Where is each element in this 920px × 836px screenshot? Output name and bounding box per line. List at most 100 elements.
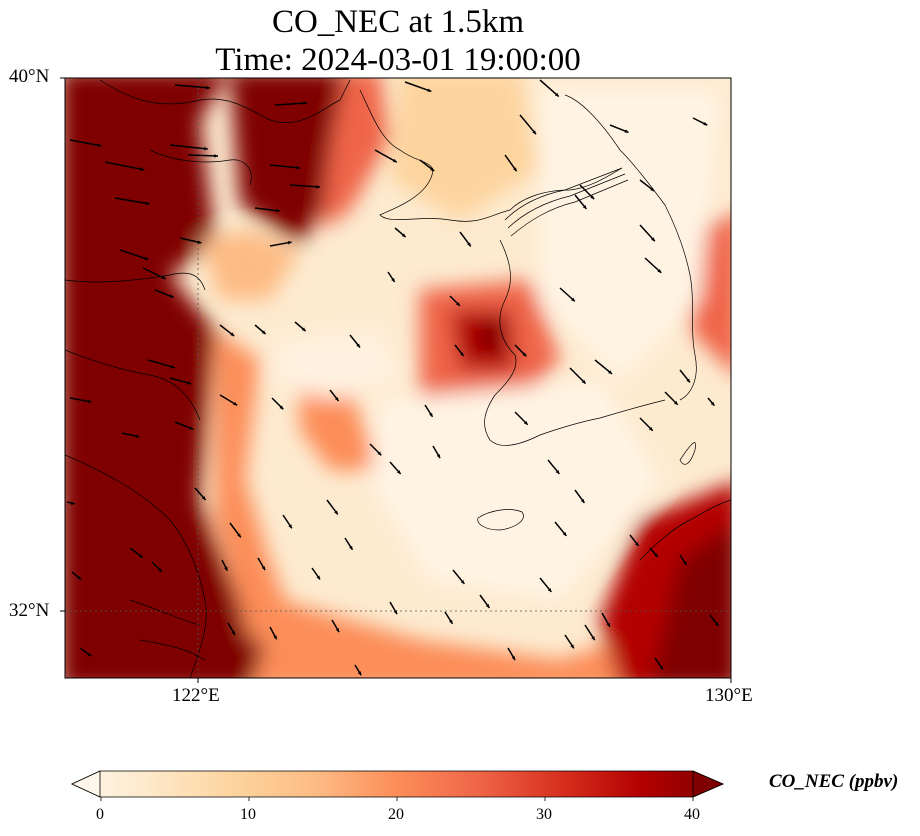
- wind-arrow: [254, 207, 280, 212]
- wind-arrow: [639, 224, 656, 242]
- wind-arrow: [289, 184, 320, 188]
- wind-arrow-head: [654, 553, 658, 558]
- wind-arrow-head: [140, 167, 145, 171]
- wind-arrow-head: [511, 656, 516, 661]
- wind-arrow-head: [287, 240, 292, 245]
- colorbar-bar: [71, 770, 725, 798]
- wind-arrow-head: [436, 454, 441, 459]
- wind-arrow: [69, 139, 102, 147]
- wind-arrow: [539, 79, 560, 98]
- colorbar-tick-0: 0: [96, 806, 104, 823]
- wind-arrow-head: [562, 532, 567, 536]
- wind-arrow-head: [430, 167, 435, 172]
- wind-arrow-head: [460, 580, 465, 584]
- wind-arrow-head: [651, 237, 655, 242]
- wind-arrow-head: [606, 622, 610, 627]
- wind-arrow-head: [189, 426, 194, 430]
- wind-arrow: [594, 359, 613, 375]
- wind-arrow-head: [77, 576, 82, 580]
- axis-ticks: [60, 77, 732, 683]
- wind-arrow-head: [523, 420, 528, 425]
- wind-arrow-head: [391, 278, 395, 282]
- wind-arrow-head: [714, 622, 719, 627]
- wind-arrow-head: [169, 294, 174, 298]
- wind-arrow-head: [513, 167, 517, 172]
- wind-arrow-head: [392, 158, 397, 163]
- wind-arrow-head: [582, 205, 587, 209]
- wind-arrow-head: [650, 187, 655, 192]
- wind-arrow-head: [657, 269, 662, 273]
- wind-arrow-head: [237, 533, 241, 538]
- wind-arrow-head: [87, 652, 92, 657]
- wind-arrow-head: [334, 510, 338, 515]
- wind-arrow-head: [276, 208, 280, 213]
- wind-arrow-head: [334, 397, 339, 402]
- coastlines: [65, 79, 731, 678]
- wind-arrow: [187, 154, 219, 157]
- wind-arrow-head: [710, 401, 715, 406]
- wind-arrow-head: [303, 101, 307, 106]
- wind-arrow-head: [393, 610, 398, 615]
- lon-tick-122E: 122°E: [172, 685, 220, 706]
- wind-arrow-head: [356, 343, 360, 348]
- colorbar-tick-40: 40: [684, 806, 700, 823]
- wind-arrow-head: [591, 636, 595, 641]
- wind-arrow-head: [683, 561, 687, 565]
- wind-arrow-head: [261, 330, 266, 335]
- wind-arrow-head: [279, 405, 284, 410]
- wind-arrow-head: [288, 524, 292, 529]
- wind-arrow: [174, 84, 210, 89]
- wind-arrow: [104, 161, 145, 171]
- wind-arrow-head: [349, 545, 353, 550]
- wind-arrow-head: [316, 184, 320, 189]
- wind-arrow-head: [590, 195, 595, 200]
- wind-arrow-head: [522, 352, 527, 357]
- wind-arrow-head: [316, 575, 321, 580]
- wind-arrow: [569, 367, 587, 385]
- wind-arrow-head: [429, 412, 433, 417]
- wind-arrow: [169, 144, 208, 150]
- wind-arrow-head: [449, 619, 453, 624]
- wind-arrow-head: [138, 554, 143, 558]
- wind-arrow: [142, 267, 166, 280]
- wind-arrow: [114, 197, 150, 205]
- wind-arrow-head: [233, 401, 238, 406]
- wind-arrow-head: [485, 603, 490, 608]
- wind-arrow-head: [214, 154, 218, 158]
- wind-arrow: [374, 149, 398, 163]
- wind-arrow: [69, 397, 92, 403]
- colorbar-extend-low: [71, 770, 101, 798]
- wind-arrow-head: [197, 240, 202, 244]
- wind-arrow-head: [396, 470, 401, 474]
- wind-arrow-head: [401, 233, 406, 238]
- lat-tick-32N: 32°N: [9, 600, 50, 621]
- wind-arrow-head: [357, 671, 362, 676]
- map-frame: [64, 77, 732, 679]
- wind-arrow-head: [204, 146, 208, 151]
- wind-vectors: [66, 79, 720, 676]
- wind-arrow: [404, 81, 432, 93]
- wind-arrow-head: [554, 92, 559, 97]
- wind-arrow-head: [335, 628, 340, 633]
- wind-arrow-head: [659, 665, 664, 670]
- wind-arrow: [119, 249, 149, 261]
- wind-arrow-head: [456, 302, 460, 306]
- wind-arrow-head: [144, 256, 149, 261]
- wind-arrow-head: [231, 631, 236, 636]
- wind-arrow-head: [686, 378, 690, 383]
- lon-tick-130E: 130°E: [705, 685, 753, 706]
- map-title: CO_NEC at 1.5km: [271, 4, 525, 40]
- wind-arrow-head: [673, 400, 678, 405]
- concentration-field: [65, 78, 731, 678]
- wind-arrow: [269, 241, 292, 247]
- wind-arrow: [269, 164, 300, 169]
- wind-arrow: [147, 359, 176, 369]
- wind-arrow: [179, 237, 202, 244]
- wind-arrow-head: [206, 85, 210, 90]
- colorbar-tick-10: 10: [240, 806, 256, 823]
- wind-arrow-head: [273, 635, 277, 640]
- wind-arrow-head: [581, 379, 586, 384]
- wind-arrow: [644, 257, 662, 274]
- wind-arrow-head: [224, 566, 228, 571]
